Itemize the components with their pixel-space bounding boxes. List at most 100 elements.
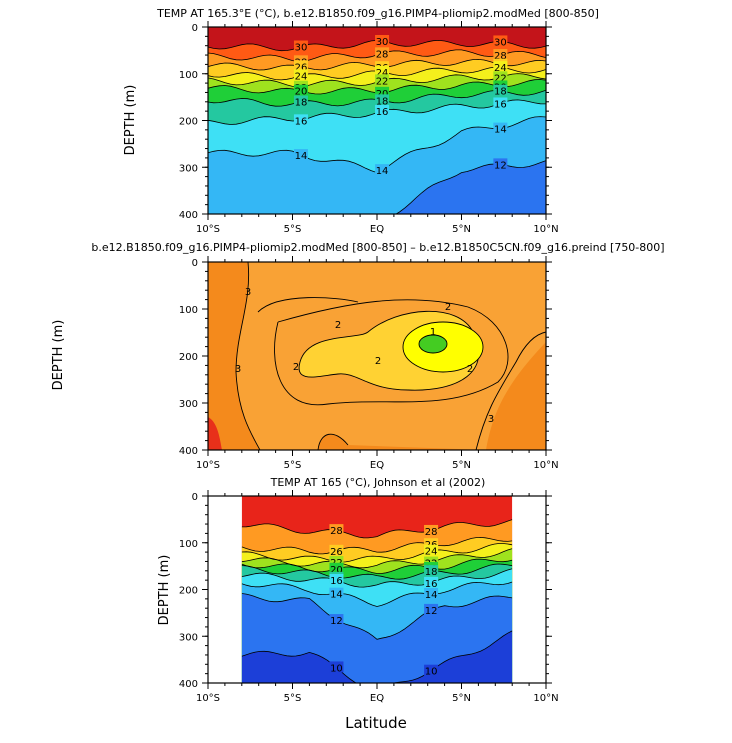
x-tick-label: EQ bbox=[370, 460, 384, 471]
isotherm-18 bbox=[241, 563, 513, 580]
x-tick-label: 5°S bbox=[284, 693, 302, 704]
contour-label: 24 bbox=[376, 68, 389, 79]
contour-label-bg bbox=[375, 104, 390, 116]
contour-label: 10 bbox=[425, 667, 438, 678]
contour-label-bg bbox=[375, 94, 390, 106]
y-tick-label: 400 bbox=[179, 210, 198, 221]
contour-label-bg bbox=[424, 565, 439, 577]
temp-band-12 bbox=[208, 160, 546, 214]
y-tick-label: 300 bbox=[179, 399, 198, 410]
contour-label-bg bbox=[493, 49, 508, 61]
contour-label: 14 bbox=[494, 125, 507, 136]
contour-label: 20 bbox=[295, 87, 308, 98]
panel-3: TEMP AT 165 (°C), Johnson et al (2002) 2… bbox=[157, 476, 559, 704]
contour-label-bg bbox=[329, 574, 344, 586]
contour-label-bg bbox=[493, 97, 508, 109]
contour-label-bg bbox=[375, 35, 390, 47]
contour-label: 2 bbox=[293, 362, 299, 373]
contour-label: 22 bbox=[494, 73, 507, 84]
y-tick-label: 300 bbox=[179, 632, 198, 643]
contour-label: 18 bbox=[494, 87, 507, 98]
contour-label: 28 bbox=[330, 526, 343, 537]
x-tick-label: 5°N bbox=[452, 693, 471, 704]
contour-label: 12 bbox=[494, 160, 507, 171]
y-tick-label: 200 bbox=[179, 352, 198, 363]
contour-label-bg bbox=[424, 664, 439, 676]
y-tick-label: 100 bbox=[179, 305, 198, 316]
contour-label: 3 bbox=[235, 364, 241, 375]
panel-3-ylabel: DEPTH (m) bbox=[157, 555, 172, 626]
contour-label: 16 bbox=[425, 579, 438, 590]
x-tick-label: 10°N bbox=[533, 224, 558, 235]
contour-label-bg bbox=[424, 524, 439, 536]
y-tick-label: 100 bbox=[179, 70, 198, 81]
panel-1-plot: 3030302828282626262424242222222020201818… bbox=[179, 21, 559, 235]
contour-label-bg bbox=[293, 84, 308, 96]
contour-3 bbox=[235, 261, 261, 451]
contour-label: 28 bbox=[376, 49, 389, 60]
contour-label-bg bbox=[375, 65, 390, 77]
y-tick-label: 0 bbox=[192, 23, 198, 34]
contour-label: 24 bbox=[295, 71, 308, 82]
panel-2-plot: 3 3 2 2 2 1 2 2 3 10°S 5°S EQ 5°N 10°N 0 100 200 300 400 bbox=[179, 256, 559, 471]
panel-1: TEMP AT 165.3°E (°C), b.e12.B1850.f09_g1… bbox=[123, 7, 599, 235]
contour-label-bg bbox=[493, 61, 508, 73]
contour-label: 14 bbox=[425, 590, 438, 601]
contour-label: 30 bbox=[295, 43, 308, 54]
section-fill: 3030302828282626262424242222222020201818… bbox=[208, 27, 546, 214]
isotherm-24 bbox=[241, 543, 513, 563]
contour-label: 26 bbox=[295, 62, 308, 73]
contour-label-bg bbox=[329, 614, 344, 626]
contour-label-bg bbox=[293, 95, 308, 107]
contour-label-bg bbox=[493, 84, 508, 96]
contour-label-bg bbox=[493, 158, 508, 170]
contour-label-bg bbox=[375, 74, 390, 86]
isotherm-12 bbox=[395, 160, 546, 214]
diff-band-lthalf bbox=[418, 334, 448, 354]
x-tick-label: 10°S bbox=[196, 693, 220, 704]
contour-label-bg bbox=[493, 71, 508, 83]
isotherm-12 bbox=[241, 593, 513, 640]
contour-label-bg bbox=[424, 576, 439, 588]
contour-label-bg bbox=[493, 35, 508, 47]
contour-label-bg bbox=[293, 60, 308, 72]
x-tick-label: 10°N bbox=[533, 460, 558, 471]
isotherm-14 bbox=[241, 581, 513, 607]
contour-label: 20 bbox=[330, 565, 343, 576]
contour-label: 2 bbox=[467, 364, 473, 375]
y-tick-label: 200 bbox=[179, 117, 198, 128]
isotherm-10 bbox=[241, 630, 513, 683]
panel-2-ylabel: DEPTH (m) bbox=[51, 320, 66, 391]
x-tick-label: 5°N bbox=[452, 460, 471, 471]
y-tick-label: 400 bbox=[179, 679, 198, 690]
x-tick-label: EQ bbox=[370, 224, 384, 235]
contour-label: 16 bbox=[295, 116, 308, 127]
panel-2: b.e12.B1850.f09_g16.PIMP4-pliomip2.modMe… bbox=[51, 241, 665, 471]
contour-label: 28 bbox=[494, 51, 507, 62]
contour-label-bg bbox=[424, 544, 439, 556]
contour-label: 14 bbox=[295, 151, 308, 162]
contour-label: 12 bbox=[330, 616, 343, 627]
contour-label: 2 bbox=[335, 320, 341, 331]
x-tick-label: 10°N bbox=[533, 693, 558, 704]
contour-label: 14 bbox=[376, 166, 389, 177]
contour-label-bg bbox=[293, 69, 308, 81]
y-tick-label: 100 bbox=[179, 539, 198, 550]
isotherm-26 bbox=[241, 536, 513, 555]
contour-label-bg bbox=[375, 86, 390, 98]
contour-label: 28 bbox=[425, 527, 438, 538]
contour-label: 30 bbox=[494, 37, 507, 48]
contour-label-bg bbox=[293, 149, 308, 161]
contour-label-bg bbox=[329, 587, 344, 599]
y-tick-label: 0 bbox=[192, 258, 198, 269]
panel-1-ylabel: DEPTH (m) bbox=[123, 85, 138, 156]
contour-label-bg bbox=[493, 122, 508, 134]
contour-label: 26 bbox=[330, 547, 343, 558]
panel-2-title: b.e12.B1850.f09_g16.PIMP4-pliomip2.modMe… bbox=[91, 241, 664, 254]
contour-label: 3 bbox=[488, 414, 494, 425]
contour-label: 1 bbox=[430, 327, 436, 338]
x-tick-label: EQ bbox=[370, 693, 384, 704]
y-tick-label: 300 bbox=[179, 163, 198, 174]
isotherm-22 bbox=[241, 548, 513, 569]
